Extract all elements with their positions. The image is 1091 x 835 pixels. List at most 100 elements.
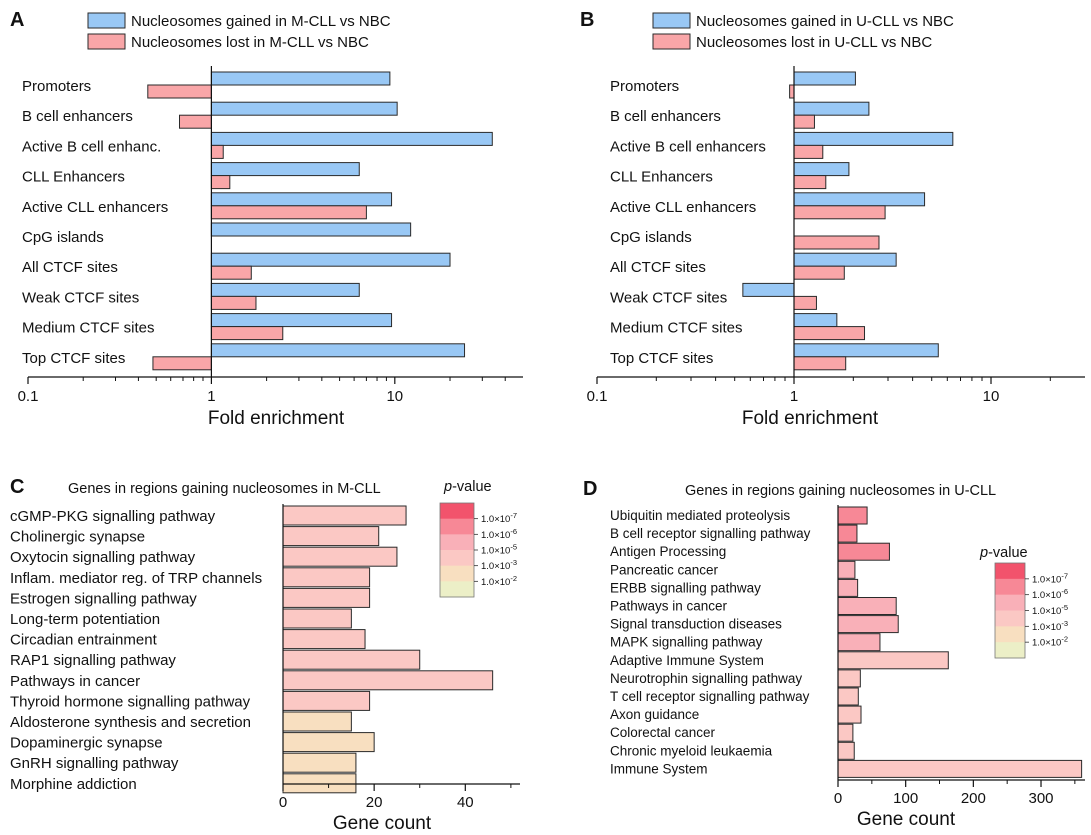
pvalue-tick-mantissa: 1.0×10 bbox=[481, 546, 510, 557]
bar-lost bbox=[793, 205, 886, 220]
category-label: B cell enhancers bbox=[22, 108, 133, 125]
bar bbox=[837, 687, 859, 706]
bar-lost bbox=[152, 356, 212, 371]
bar bbox=[282, 629, 366, 650]
category-label: Top CTCF sites bbox=[610, 350, 713, 367]
x-tick-label: 0.1 bbox=[587, 388, 608, 405]
x-tick-label: 0.1 bbox=[18, 388, 39, 405]
bar-lost bbox=[210, 265, 252, 280]
category-label: Medium CTCF sites bbox=[22, 320, 155, 337]
pvalue-swatch bbox=[995, 563, 1025, 580]
category-label: Circadian entrainment bbox=[10, 632, 158, 649]
category-label: Promoters bbox=[610, 78, 679, 95]
category-label: MAPK signalling pathway bbox=[610, 635, 763, 650]
panel-d: D Genes in regions gaining nucleosomes in… bbox=[583, 478, 1085, 830]
category-label: cGMP-PKG signalling pathway bbox=[10, 508, 216, 525]
bar bbox=[837, 506, 868, 525]
pvalue-tick-exponent: -5 bbox=[510, 543, 517, 552]
bar-gained bbox=[210, 343, 466, 358]
category-label: Thyroid hormone signalling pathway bbox=[10, 693, 251, 710]
category-label: Ubiquitin mediated proteolysis bbox=[610, 508, 790, 523]
bar bbox=[837, 633, 881, 652]
legend-label: Nucleosomes lost in M-CLL vs NBC bbox=[131, 34, 369, 51]
category-label: B cell receptor signalling pathway bbox=[610, 526, 811, 541]
pvalue-swatch bbox=[440, 503, 474, 520]
bar bbox=[837, 759, 1083, 778]
category-label: Inflam. mediator reg. of TRP channels bbox=[10, 570, 262, 587]
category-label: Cholinergic synapse bbox=[10, 529, 145, 546]
bar-gained bbox=[210, 282, 360, 297]
pvalue-tick-mantissa: 1.0×10 bbox=[481, 561, 510, 572]
category-label: All CTCF sites bbox=[610, 259, 706, 276]
panel-letter: C bbox=[10, 476, 24, 498]
x-tick-label: 100 bbox=[893, 790, 918, 807]
bar bbox=[837, 560, 856, 579]
category-label: Aldosterone synthesis and secretion bbox=[10, 714, 251, 731]
pvalue-tick-label: 1.0×10-3 bbox=[1032, 619, 1068, 633]
pvalue-tick-mantissa: 1.0×10 bbox=[481, 577, 510, 588]
x-tick-label: 10 bbox=[386, 388, 403, 405]
bar-gained bbox=[742, 282, 795, 297]
bar-gained bbox=[793, 343, 939, 358]
bar bbox=[282, 752, 357, 773]
bar bbox=[282, 526, 380, 547]
category-label: Antigen Processing bbox=[610, 544, 726, 559]
pvalue-swatch bbox=[440, 581, 474, 598]
pvalue-tick-label: 1.0×10-6 bbox=[481, 527, 517, 541]
pvalue-swatch bbox=[440, 534, 474, 551]
category-label: ERBB signalling pathway bbox=[610, 580, 761, 595]
bar-gained bbox=[210, 222, 412, 237]
bar-lost bbox=[210, 175, 231, 190]
panel-letter: B bbox=[580, 9, 594, 31]
pvalue-title-suffix: -value bbox=[988, 545, 1028, 561]
category-label: Chronic myeloid leukaemia bbox=[610, 743, 773, 758]
bar-lost bbox=[793, 175, 827, 190]
bar bbox=[282, 732, 375, 753]
category-label: CLL Enhancers bbox=[22, 169, 125, 186]
category-label: Adaptive Immune System bbox=[610, 653, 764, 668]
bar-gained bbox=[793, 71, 856, 86]
bar-lost bbox=[793, 114, 815, 129]
category-label: CLL Enhancers bbox=[610, 169, 713, 186]
bar-lost bbox=[793, 326, 866, 341]
x-tick-label: 20 bbox=[366, 794, 383, 811]
category-label: Neurotrophin signalling pathway bbox=[610, 671, 802, 686]
pvalue-tick-exponent: -2 bbox=[1061, 635, 1068, 644]
category-label: Active CLL enhancers bbox=[610, 199, 756, 216]
pvalue-tick-label: 1.0×10-3 bbox=[481, 558, 517, 572]
category-label: Signal transduction diseases bbox=[610, 617, 782, 632]
x-tick-label: 1 bbox=[207, 388, 215, 405]
category-label: CpG islands bbox=[610, 229, 692, 246]
pvalue-swatch bbox=[995, 594, 1025, 611]
category-label: Pancreatic cancer bbox=[610, 562, 719, 577]
pvalue-tick-exponent: -7 bbox=[510, 511, 517, 520]
legend-swatch bbox=[87, 12, 126, 29]
pvalue-tick-mantissa: 1.0×10 bbox=[1032, 622, 1061, 633]
pvalue-swatch bbox=[995, 626, 1025, 643]
bar bbox=[282, 670, 494, 691]
bar-lost bbox=[210, 326, 284, 341]
bar-lost bbox=[793, 265, 845, 280]
pvalue-tick-exponent: -5 bbox=[1061, 603, 1068, 612]
legend-label: Nucleosomes gained in M-CLL vs NBC bbox=[131, 13, 391, 30]
bar bbox=[282, 546, 398, 567]
bar bbox=[282, 690, 371, 711]
bar-gained bbox=[210, 313, 393, 328]
pvalue-tick-mantissa: 1.0×10 bbox=[1032, 590, 1061, 601]
x-tick-label: 0 bbox=[834, 790, 842, 807]
panel-letter: D bbox=[583, 478, 597, 500]
panel-title: Genes in regions gaining nucleosomes in … bbox=[685, 483, 996, 499]
category-label: Promoters bbox=[22, 78, 91, 95]
pvalue-tick-label: 1.0×10-2 bbox=[481, 574, 517, 588]
bar-gained bbox=[210, 71, 391, 86]
bar-lost bbox=[793, 356, 847, 371]
bar-gained bbox=[210, 101, 398, 116]
x-tick-label: 0 bbox=[279, 794, 287, 811]
legend-swatch bbox=[87, 33, 126, 50]
category-label: Dopaminergic synapse bbox=[10, 735, 163, 752]
x-tick-label: 10 bbox=[983, 388, 1000, 405]
pvalue-tick-exponent: -6 bbox=[1061, 587, 1068, 596]
panel-c: C Genes in regions gaining nucleosomes in… bbox=[10, 476, 520, 834]
bar-gained bbox=[793, 131, 954, 146]
bar bbox=[282, 567, 371, 588]
